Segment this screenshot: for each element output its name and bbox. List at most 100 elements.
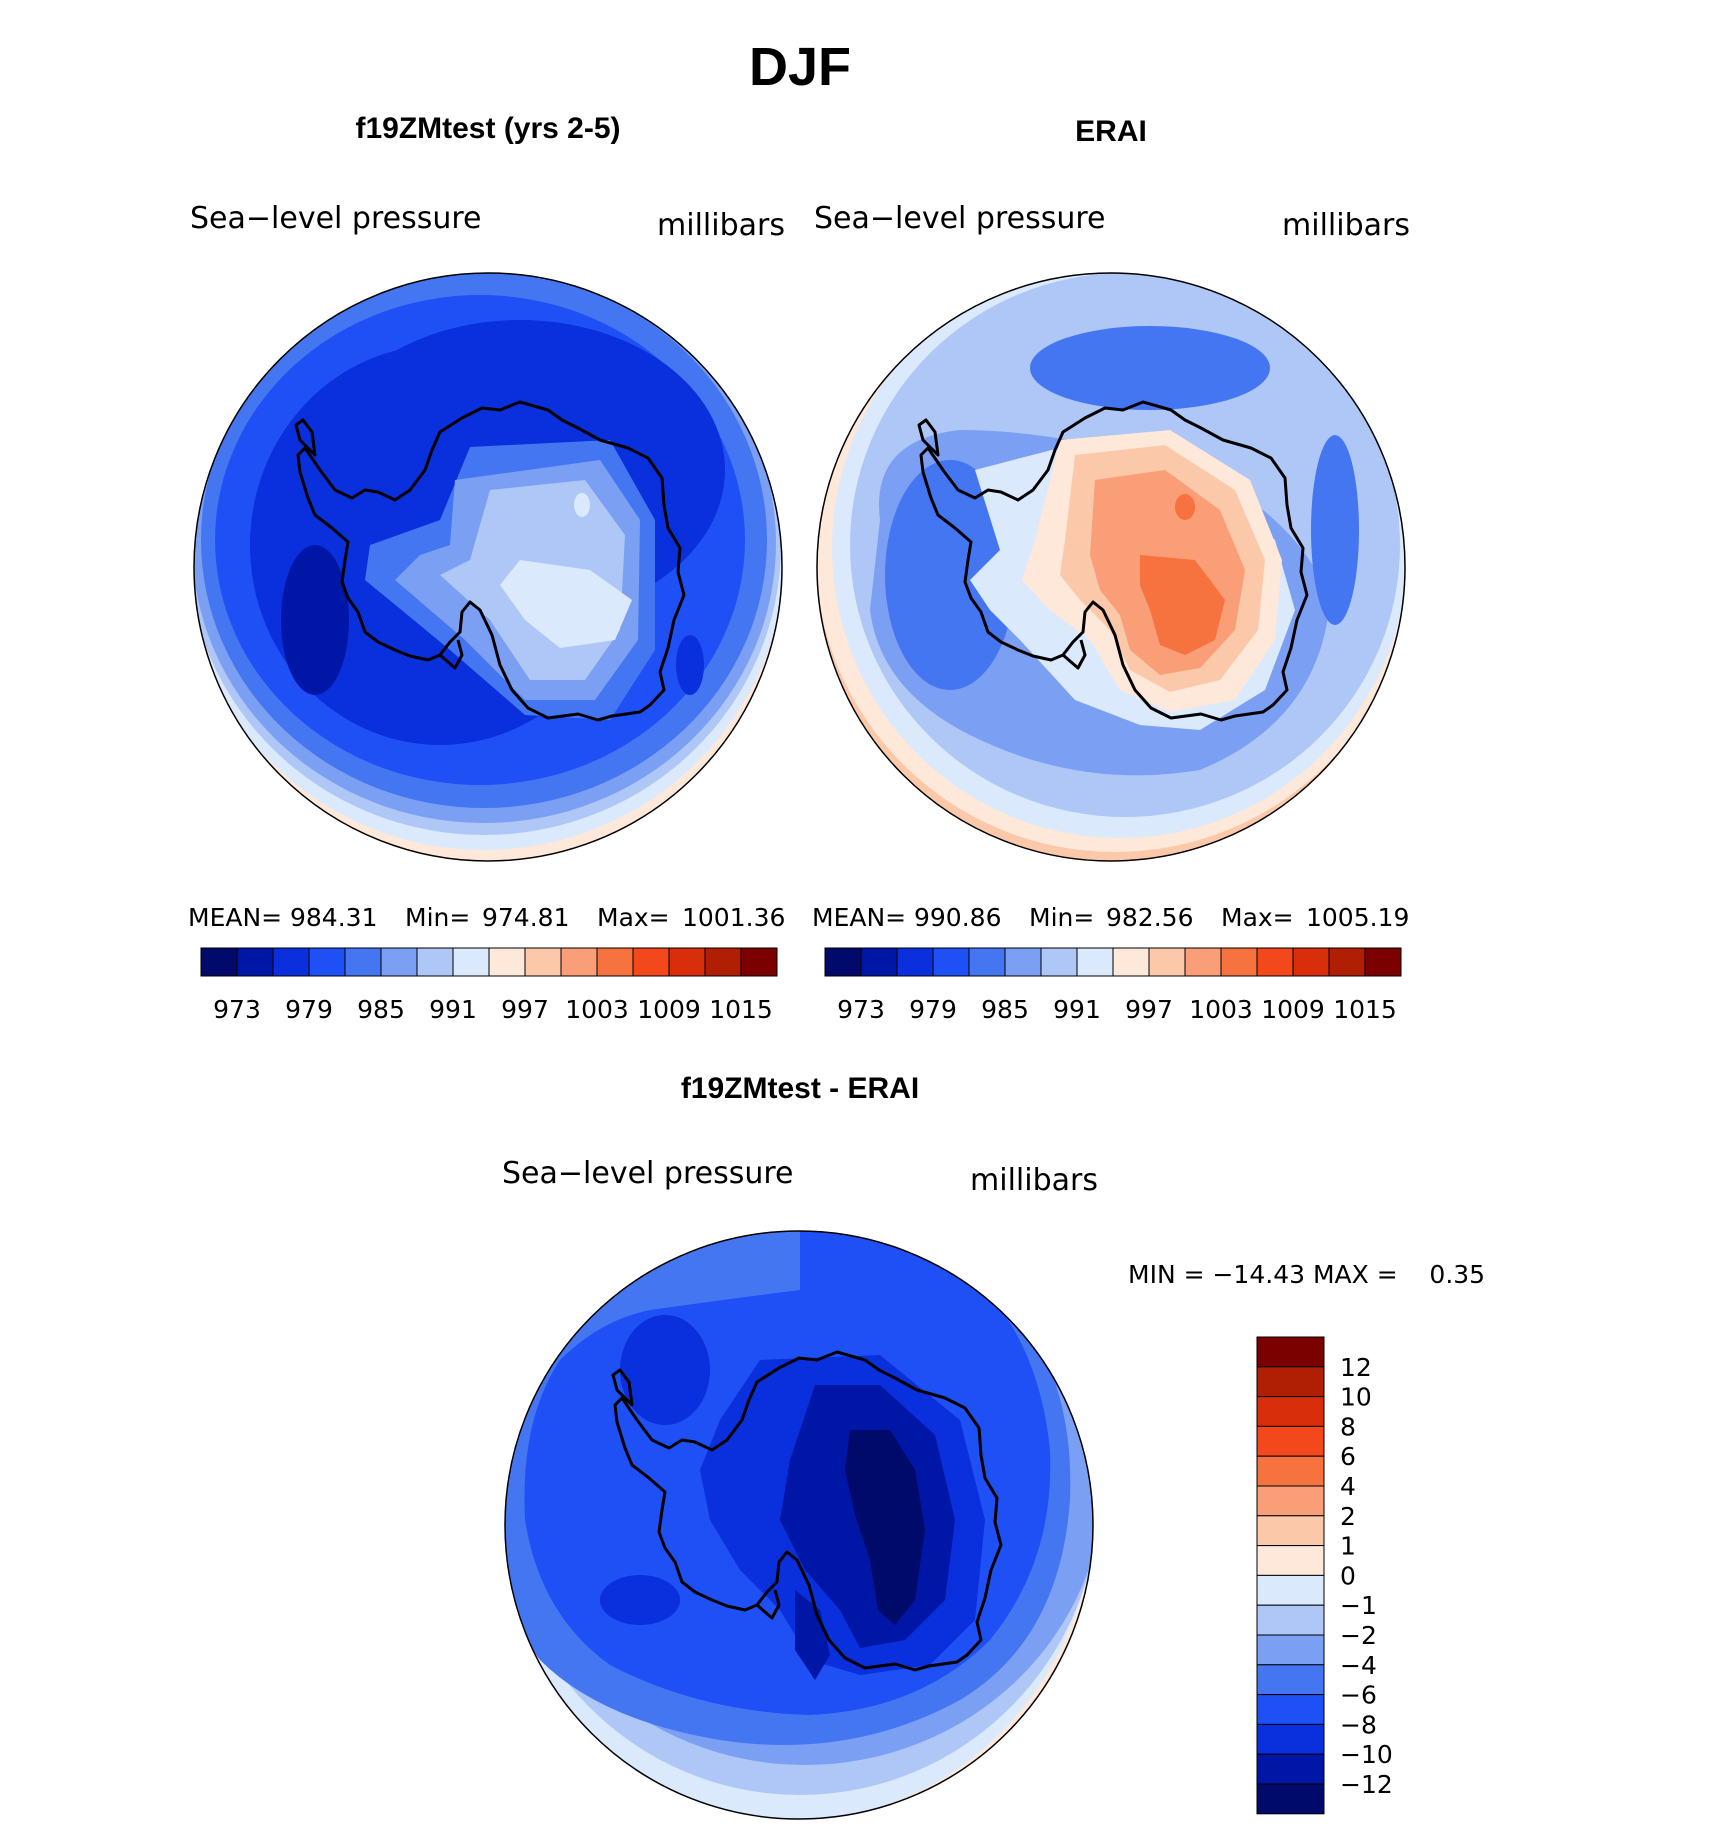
panel-obs-map bbox=[817, 273, 1405, 861]
colorbar-obs-swatch bbox=[860, 947, 898, 977]
colorbar-model-swatch bbox=[668, 947, 706, 977]
colorbar-model-tick-label: 997 bbox=[501, 995, 549, 1024]
panel-model: f19ZMtest (yrs 2-5) Sea−level pressure m… bbox=[188, 112, 785, 1024]
colorbar-obs-swatch bbox=[932, 947, 970, 977]
panel-diff-coastline bbox=[611, 1350, 1003, 1672]
colorbar-diff-swatch bbox=[1256, 1425, 1325, 1457]
colorbar-diff-swatch bbox=[1256, 1574, 1325, 1606]
panel-model-title: f19ZMtest (yrs 2-5) bbox=[355, 112, 620, 145]
colorbar-obs-tick-label: 1009 bbox=[1261, 995, 1325, 1024]
colorbar-model-swatch bbox=[632, 947, 670, 977]
colorbar-obs-swatch bbox=[1292, 947, 1330, 977]
colorbar-obs-swatch bbox=[1256, 947, 1294, 977]
panel-diff-title: f19ZMtest - ERAI bbox=[681, 1072, 919, 1105]
colorbar-obs-swatch bbox=[1076, 947, 1114, 977]
colorbar-obs-swatch bbox=[1040, 947, 1078, 977]
panel-model-min-label: Min= bbox=[405, 903, 470, 932]
colorbar-diff-swatch bbox=[1256, 1366, 1325, 1398]
colorbar-model-tick-label: 985 bbox=[357, 995, 405, 1024]
panel-model-min-value: 974.81 bbox=[482, 903, 569, 932]
panel-model-max-label: Max= bbox=[597, 903, 670, 932]
panel-model-mean-label: MEAN= bbox=[188, 903, 282, 932]
colorbar-obs-swatch bbox=[1220, 947, 1258, 977]
colorbar-model-swatch bbox=[416, 947, 454, 977]
panel-diff-minmax: MIN = −14.43 MAX = 0.35 bbox=[1128, 1260, 1485, 1289]
colorbar-diff-swatch bbox=[1256, 1694, 1325, 1725]
colorbar-obs-tick-label: 1015 bbox=[1333, 995, 1397, 1024]
panel-obs-mean-value: 990.86 bbox=[914, 903, 1001, 932]
colorbar-obs-swatch bbox=[1148, 947, 1186, 977]
colorbar-diff-tick-label: 4 bbox=[1340, 1472, 1356, 1501]
colorbar-diff-tick-label: −6 bbox=[1340, 1681, 1377, 1710]
colorbar-model-swatch bbox=[272, 947, 310, 977]
panel-model-coastline bbox=[294, 400, 686, 722]
panel-model-variable: Sea−level pressure bbox=[190, 201, 481, 236]
colorbar-model-swatch bbox=[380, 947, 418, 977]
colorbar-diff-tick-label: 0 bbox=[1340, 1561, 1356, 1590]
colorbar-diff-swatch bbox=[1256, 1634, 1325, 1666]
colorbar-model-swatch bbox=[236, 947, 274, 977]
colorbar-diff-tick-label: 8 bbox=[1340, 1412, 1356, 1441]
colorbar-model-swatch bbox=[452, 947, 490, 977]
colorbar-obs-swatch bbox=[1112, 947, 1150, 977]
panel-obs-title: ERAI bbox=[1075, 115, 1147, 148]
panel-model-units: millibars bbox=[657, 208, 785, 243]
colorbar-obs-swatch bbox=[1184, 947, 1222, 977]
colorbar-model-swatch bbox=[740, 947, 778, 977]
panel-obs-min-value: 982.56 bbox=[1106, 903, 1193, 932]
colorbar-obs-tick-label: 997 bbox=[1125, 995, 1173, 1024]
panel-diff-map bbox=[505, 1231, 1093, 1819]
colorbar-diff-swatch bbox=[1256, 1455, 1325, 1487]
colorbar-obs-tick-label: 985 bbox=[981, 995, 1029, 1024]
colorbar-diff-swatch bbox=[1256, 1545, 1325, 1576]
colorbar-obs-swatch bbox=[1364, 947, 1402, 977]
colorbar-model-tick-label: 1009 bbox=[637, 995, 701, 1024]
colorbar-obs-tick-label: 991 bbox=[1053, 995, 1101, 1024]
colorbar-obs-swatch bbox=[824, 947, 862, 977]
colorbar-diff-swatch bbox=[1256, 1753, 1325, 1785]
colorbar-model-swatch bbox=[560, 947, 598, 977]
figure-title: DJF bbox=[749, 37, 851, 97]
panel-diff-units: millibars bbox=[970, 1163, 1098, 1198]
panel-obs-units: millibars bbox=[1282, 208, 1410, 243]
colorbar-diff-swatch bbox=[1256, 1396, 1325, 1427]
colorbar-model-swatch bbox=[596, 947, 634, 977]
colorbar-model: 973 979 985 991 997 1003 1009 1015 bbox=[200, 947, 778, 1024]
colorbar-diff-tick-label: 2 bbox=[1340, 1502, 1356, 1531]
colorbar-diff-tick-label: 6 bbox=[1340, 1442, 1356, 1471]
colorbar-diff-tick-label: −4 bbox=[1340, 1651, 1377, 1680]
panel-obs-min-label: Min= bbox=[1029, 903, 1094, 932]
colorbar-obs-swatch bbox=[968, 947, 1006, 977]
colorbar-model-swatch bbox=[200, 947, 238, 977]
colorbar-model-tick-label: 1003 bbox=[565, 995, 629, 1024]
colorbar-diff-tick-label: −12 bbox=[1340, 1770, 1393, 1799]
colorbar-model-swatch bbox=[704, 947, 742, 977]
colorbar-diff-tick-label: −8 bbox=[1340, 1710, 1377, 1739]
panel-obs-variable: Sea−level pressure bbox=[814, 201, 1105, 236]
colorbar-diff-tick-label: −1 bbox=[1340, 1591, 1377, 1620]
panel-diff: f19ZMtest - ERAI Sea−level pressure mill… bbox=[502, 1072, 1485, 1820]
colorbar-diff-swatch bbox=[1256, 1515, 1325, 1547]
colorbar-diff-swatch bbox=[1256, 1664, 1325, 1696]
colorbar-model-swatch bbox=[488, 947, 526, 977]
panel-obs-mean-label: MEAN= bbox=[812, 903, 906, 932]
colorbar-obs-swatch bbox=[1004, 947, 1042, 977]
colorbar-diff-swatch bbox=[1256, 1604, 1325, 1636]
colorbar-model-tick-label: 1015 bbox=[709, 995, 773, 1024]
colorbar-diff-swatch bbox=[1256, 1783, 1325, 1815]
colorbar-obs-tick-label: 973 bbox=[837, 995, 885, 1024]
colorbar-obs-swatch bbox=[1328, 947, 1366, 977]
colorbar-obs-tick-label: 979 bbox=[909, 995, 957, 1024]
colorbar-diff-swatch bbox=[1256, 1336, 1325, 1368]
colorbar-model-tick-label: 979 bbox=[285, 995, 333, 1024]
panel-obs-max-label: Max= bbox=[1221, 903, 1294, 932]
colorbar-diff-tick-label: −2 bbox=[1340, 1621, 1377, 1650]
colorbar-diff-tick-label: 10 bbox=[1340, 1383, 1372, 1412]
panel-obs-max-value: 1005.19 bbox=[1306, 903, 1409, 932]
colorbar-model-tick-label: 991 bbox=[429, 995, 477, 1024]
panel-model-map bbox=[194, 273, 782, 861]
colorbar-obs: 973 979 985 991 997 1003 1009 1015 bbox=[824, 947, 1402, 1024]
panel-obs-coastline bbox=[917, 400, 1309, 722]
